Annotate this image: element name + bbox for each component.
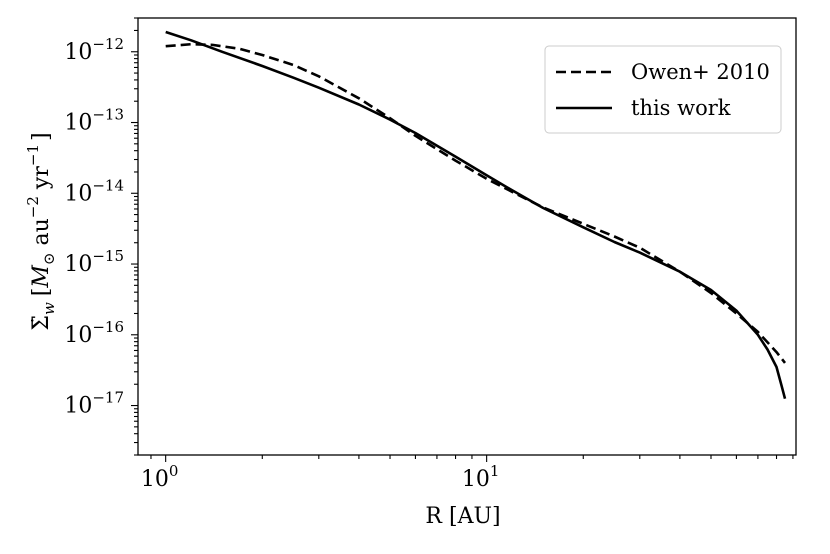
x-tick-label: 101 [462,462,500,492]
y-axis-label: Σ̇w[M⊙ au−2 yr−1] [24,132,58,330]
legend: Owen+ 2010 this work [544,45,782,134]
y-axis: 10−12 10−13 10−14 10−15 10−16 10−17 [64,17,138,456]
legend-label: this work [631,96,731,120]
series-layer [165,30,787,400]
series-line-this-work [165,30,787,400]
y-tick-label: 10−17 [64,389,124,419]
x-tick-label: 100 [141,462,179,492]
plot-area [137,17,797,456]
y-tick-label: 10−16 [64,318,124,348]
y-tick-label: 10−12 [64,35,124,65]
legend-label: Owen+ 2010 [631,60,770,84]
y-tick-label: 10−15 [64,247,124,277]
legend-box [544,45,782,134]
series-line-owen-2010 [165,42,787,364]
plot-frame [137,17,797,456]
y-tick-label: 10−13 [64,106,124,136]
x-axis-label: R [AU] [425,504,500,529]
x-axis: 100 101 [141,455,794,492]
y-tick-label: 10−14 [64,176,124,206]
